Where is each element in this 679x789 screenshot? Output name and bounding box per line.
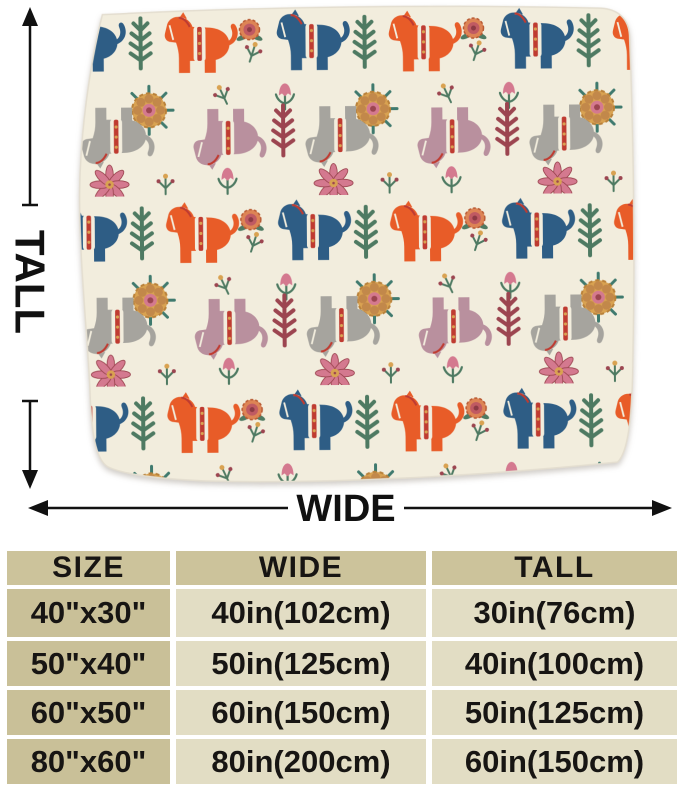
wide-label: WIDE <box>296 490 395 530</box>
tall-column-header: TALL <box>432 551 677 585</box>
table-cell-tall: 30in(76cm) <box>432 589 677 637</box>
table-cell-size: 60"x50" <box>7 690 170 735</box>
table-cell-tall: 50in(125cm) <box>432 690 677 735</box>
blanket-photo-section: TALL WIDE <box>8 4 672 530</box>
table-cell-wide: 50in(125cm) <box>176 641 426 686</box>
table-cell-size: 80"x60" <box>7 739 170 784</box>
arrow-up-icon <box>22 7 38 26</box>
size-table: SIZE WIDE TALL 40"x30" 40in(102cm) 30in(… <box>7 551 677 784</box>
table-cell-tall: 60in(150cm) <box>432 739 677 784</box>
table-cell-size: 50"x40" <box>7 641 170 686</box>
wide-dimension-arrow: WIDE <box>28 490 672 530</box>
arrow-down-icon <box>22 470 38 489</box>
table-cell-tall: 40in(100cm) <box>432 641 677 686</box>
table-cell-wide: 40in(102cm) <box>176 589 426 637</box>
tall-label: TALL <box>8 230 52 334</box>
table-cell-wide: 60in(150cm) <box>176 690 426 735</box>
blanket-image <box>78 4 636 483</box>
table-cell-wide: 80in(200cm) <box>176 739 426 784</box>
wide-column-header: WIDE <box>176 551 426 585</box>
table-cell-size: 40"x30" <box>7 589 170 637</box>
arrow-left-icon <box>28 500 48 516</box>
size-column-header: SIZE <box>7 551 170 585</box>
tall-dimension-arrow: TALL <box>8 7 52 489</box>
arrow-right-icon <box>652 500 672 516</box>
